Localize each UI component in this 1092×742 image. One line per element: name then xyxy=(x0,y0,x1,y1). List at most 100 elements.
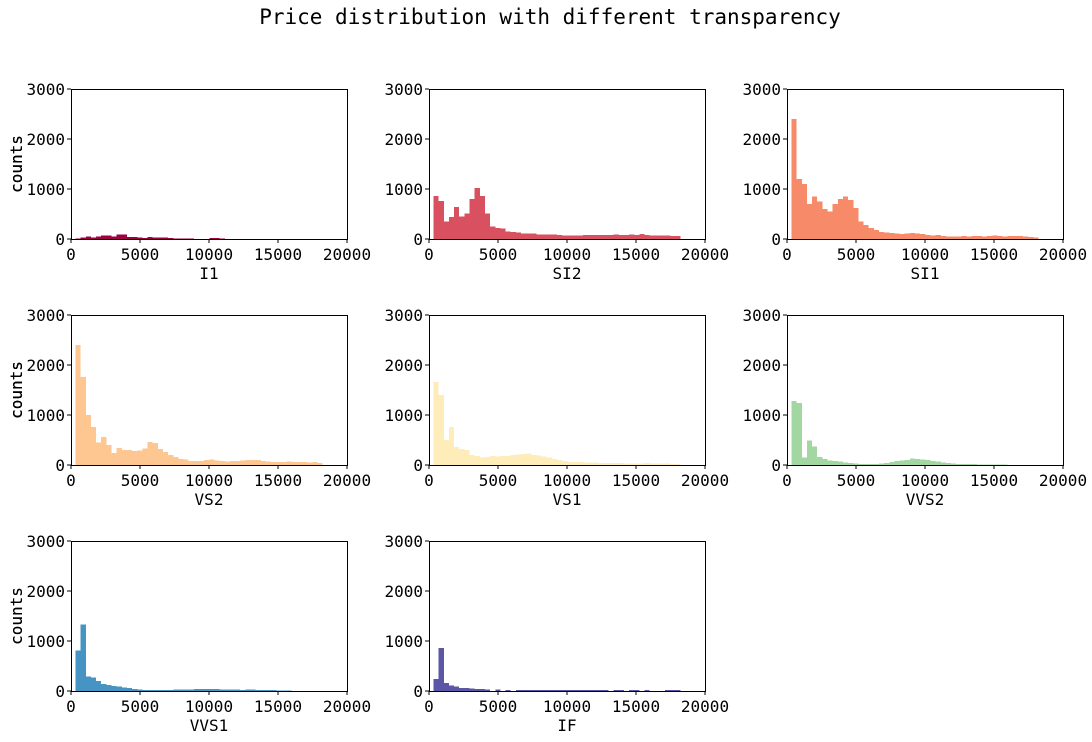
histogram-bar xyxy=(448,217,455,239)
histogram-bar xyxy=(163,452,169,465)
histogram-bar xyxy=(940,462,946,465)
x-tick-label: 20000 xyxy=(681,245,729,264)
histogram-bar xyxy=(531,690,537,691)
histogram-bar xyxy=(224,689,230,691)
histogram-bar xyxy=(163,690,169,691)
y-axis-label: counts xyxy=(7,135,26,193)
histogram-bar xyxy=(587,690,594,691)
histogram-bar xyxy=(582,462,588,465)
histogram-bar xyxy=(909,458,916,465)
histogram-bar xyxy=(644,463,650,465)
histogram-bar xyxy=(193,461,200,465)
histogram-bar xyxy=(654,463,660,465)
histogram-bar xyxy=(853,463,859,465)
histogram-bar xyxy=(639,463,645,465)
histogram-bar xyxy=(479,457,485,465)
histogram-bar xyxy=(992,235,998,239)
x-tick-label: 20000 xyxy=(323,471,371,490)
histogram-bar xyxy=(551,234,558,239)
histogram-bar xyxy=(90,677,97,691)
histogram-bar xyxy=(521,233,527,239)
x-tick-label: 5000 xyxy=(837,245,876,264)
histogram-bar xyxy=(454,207,460,239)
histogram-bar xyxy=(920,234,926,239)
histogram-bar xyxy=(75,345,81,465)
histogram-bar xyxy=(188,689,194,691)
x-tick-label: 10000 xyxy=(901,245,949,264)
histogram-bar xyxy=(214,689,220,691)
histogram-bar xyxy=(593,690,599,691)
histogram-bar xyxy=(281,462,287,465)
histogram-bar xyxy=(987,464,993,465)
x-tick-label: 10000 xyxy=(543,471,591,490)
histogram-bar xyxy=(613,234,619,239)
histogram-bar xyxy=(572,690,578,691)
y-tick-label: 3000 xyxy=(26,532,65,551)
histogram-bar xyxy=(1023,236,1029,239)
histogram-bar xyxy=(956,236,962,239)
histogram-bar xyxy=(157,690,164,691)
histogram-bar xyxy=(173,238,179,239)
histogram-bar xyxy=(157,449,164,465)
x-tick-label: 15000 xyxy=(254,471,302,490)
y-axis-label: counts xyxy=(7,135,26,193)
histogram-bar xyxy=(121,234,127,239)
x-tick-label: 5000 xyxy=(121,245,160,264)
histogram-bar xyxy=(670,464,676,465)
axes-frame xyxy=(429,541,706,692)
histogram-bar xyxy=(464,450,470,465)
histogram-bar xyxy=(1017,236,1024,239)
histogram-bar xyxy=(260,461,266,465)
y-tick-label: 1000 xyxy=(384,180,423,199)
x-tick-label: 5000 xyxy=(121,697,160,716)
histogram-bar xyxy=(858,221,864,239)
histogram-bar xyxy=(608,235,614,239)
histogram-bar xyxy=(204,689,210,691)
histogram-bar xyxy=(484,689,491,691)
histogram-bar xyxy=(240,460,246,465)
histogram-bar xyxy=(541,234,547,239)
histogram-bar xyxy=(837,461,843,465)
histogram-bar xyxy=(204,460,210,465)
histogram-bar xyxy=(567,235,573,239)
histogram-bar xyxy=(567,690,573,691)
histogram-bar xyxy=(443,683,449,691)
histogram-bar xyxy=(659,235,666,239)
histogram-bar xyxy=(178,459,184,465)
histogram-bar xyxy=(935,461,941,465)
histogram-bar xyxy=(1028,237,1034,239)
histogram-bar xyxy=(474,456,480,465)
histogram-bar xyxy=(515,232,522,239)
x-tick-label: 5000 xyxy=(837,471,876,490)
histogram-bar xyxy=(981,236,988,239)
x-tick-label: 0 xyxy=(424,471,434,490)
y-tick-label: 1000 xyxy=(384,632,423,651)
histogram-bar xyxy=(842,196,849,239)
y-tick-label: 1000 xyxy=(26,406,65,425)
histogram-bar xyxy=(536,234,542,239)
histogram-bar xyxy=(433,196,439,239)
histogram-bar xyxy=(132,451,138,465)
histogram-bar xyxy=(521,454,527,465)
x-axis-label: VVS2 xyxy=(906,490,945,509)
histogram-bar xyxy=(168,689,174,691)
x-tick-label: 0 xyxy=(424,697,434,716)
histogram-bar xyxy=(531,233,537,239)
histogram-bar xyxy=(245,460,251,465)
histogram-bar xyxy=(884,463,890,465)
histogram-bar xyxy=(670,236,676,239)
histogram-bar xyxy=(675,464,681,465)
histogram-bar xyxy=(250,460,256,465)
histogram-bar xyxy=(587,462,594,465)
y-tick-label: 2000 xyxy=(26,130,65,149)
histogram-bar xyxy=(598,463,604,465)
figure-title: Price distribution with different transp… xyxy=(259,5,841,29)
y-tick-label: 3000 xyxy=(384,306,423,325)
histogram-bar xyxy=(469,455,475,465)
histogram-bar xyxy=(562,461,568,465)
histogram-bar xyxy=(827,460,833,465)
histogram-bar xyxy=(224,461,230,465)
histogram-bar xyxy=(495,689,501,691)
histogram-bar xyxy=(1002,236,1008,239)
histogram-bar xyxy=(930,461,936,465)
